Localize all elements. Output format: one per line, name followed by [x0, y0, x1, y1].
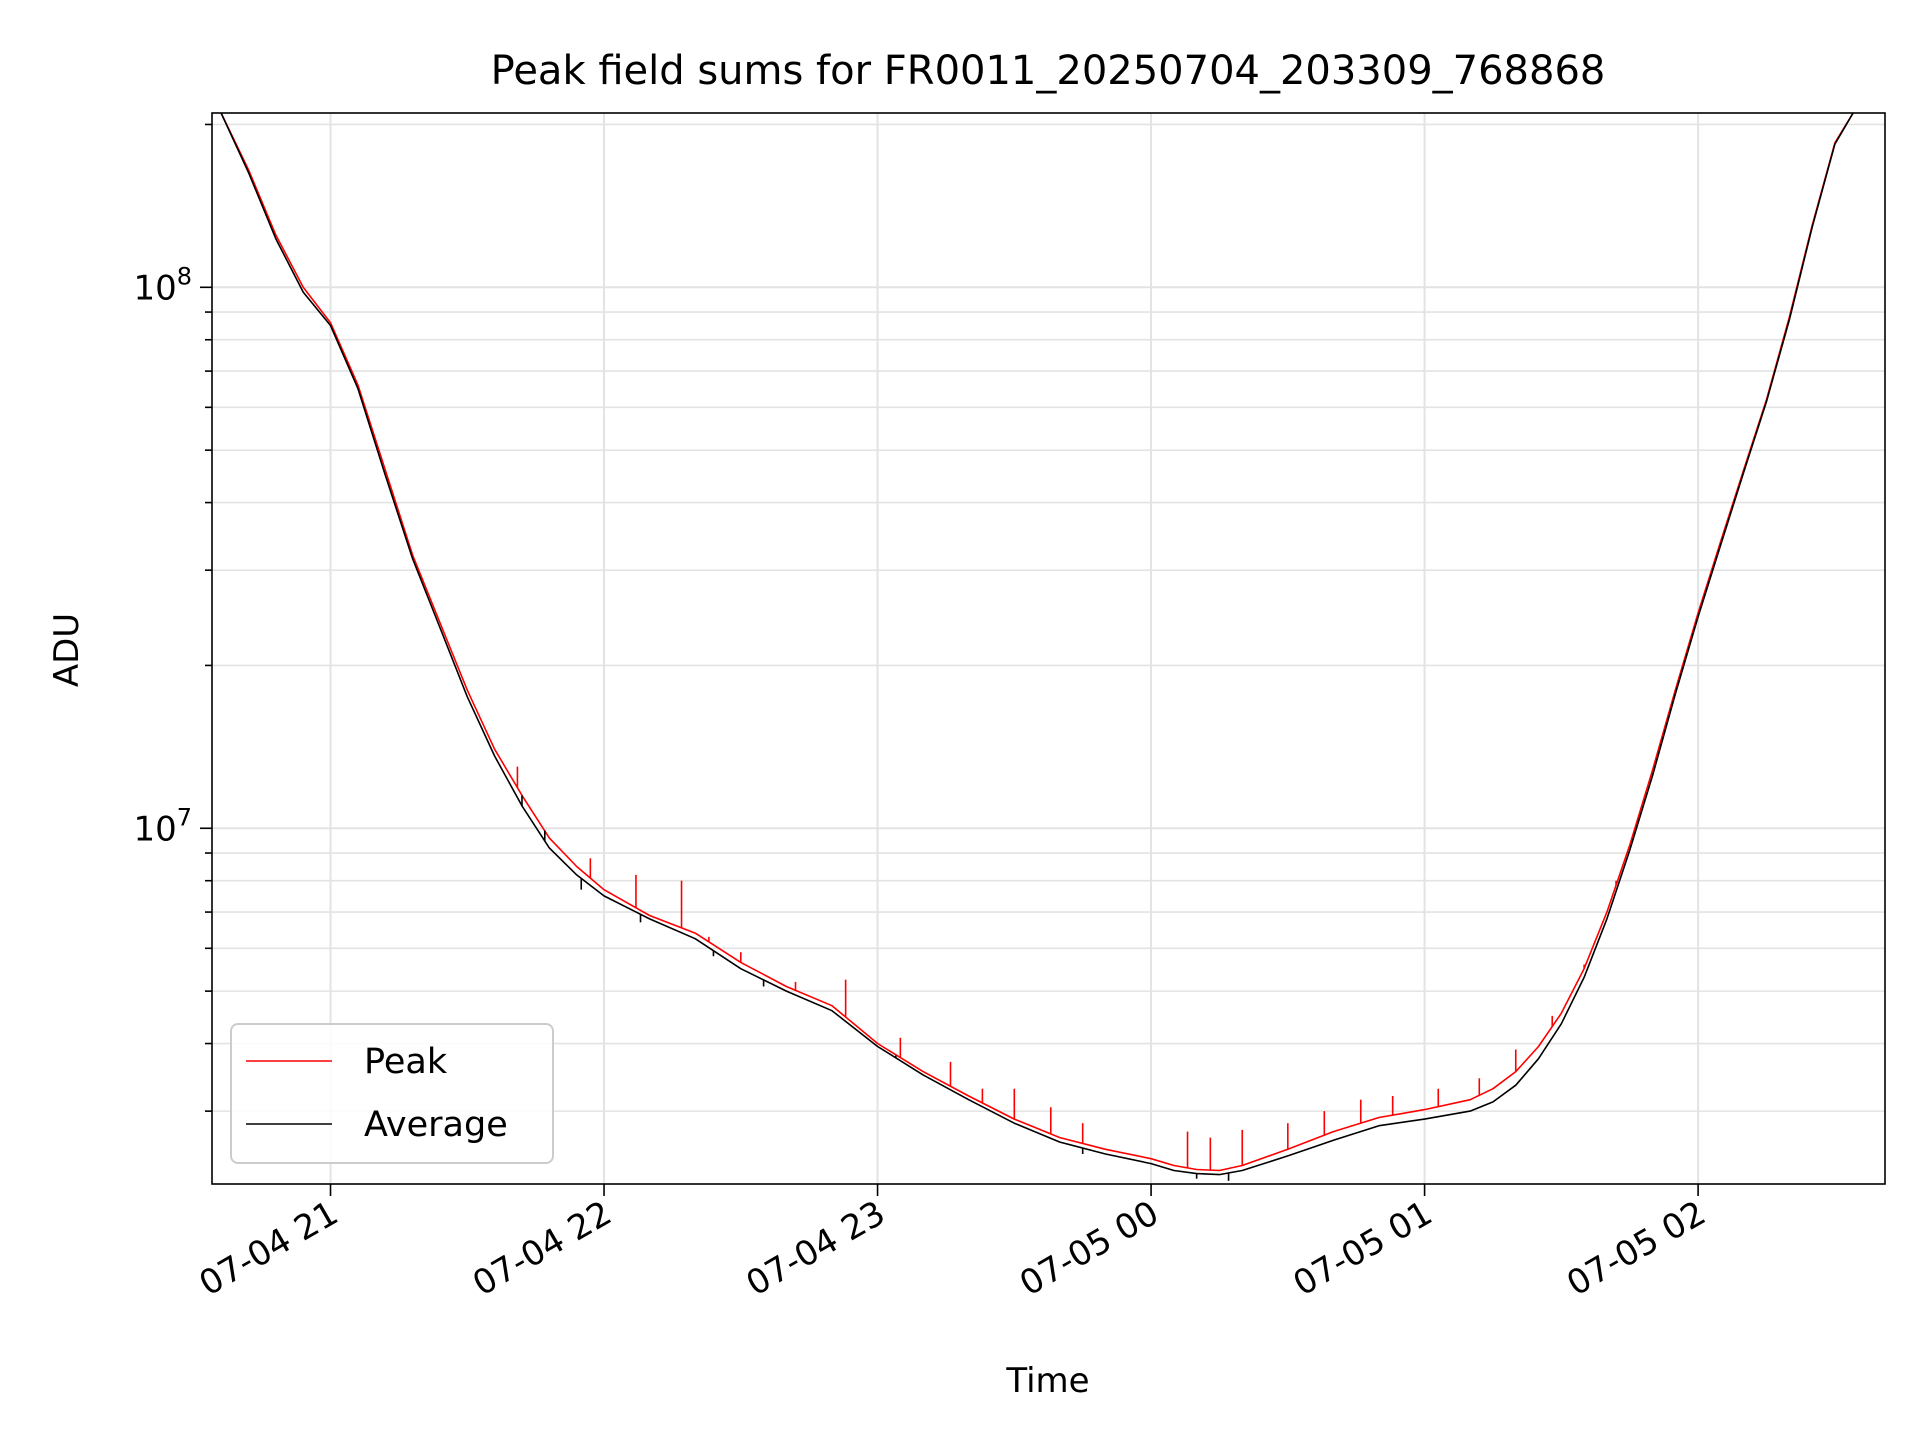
- legend: Peak Average: [230, 1023, 554, 1164]
- legend-box: [230, 1023, 554, 1164]
- x-axis-label: Time: [1005, 1361, 1089, 1401]
- series-line-average: [220, 113, 1854, 1176]
- grid: [212, 113, 1885, 1184]
- series-line-peak: [220, 113, 1854, 1172]
- y-tick-label: 107: [133, 803, 192, 849]
- y-axis-label: ADU: [47, 613, 87, 687]
- legend-label-average: Average: [364, 1105, 508, 1145]
- legend-label-peak: Peak: [364, 1042, 448, 1082]
- chart-title: Peak field sums for FR0011_20250704_2033…: [491, 48, 1606, 94]
- y-tick-label: 108: [133, 262, 192, 308]
- plot-frame: [211, 112, 1886, 1185]
- series-layer: [220, 113, 1854, 1181]
